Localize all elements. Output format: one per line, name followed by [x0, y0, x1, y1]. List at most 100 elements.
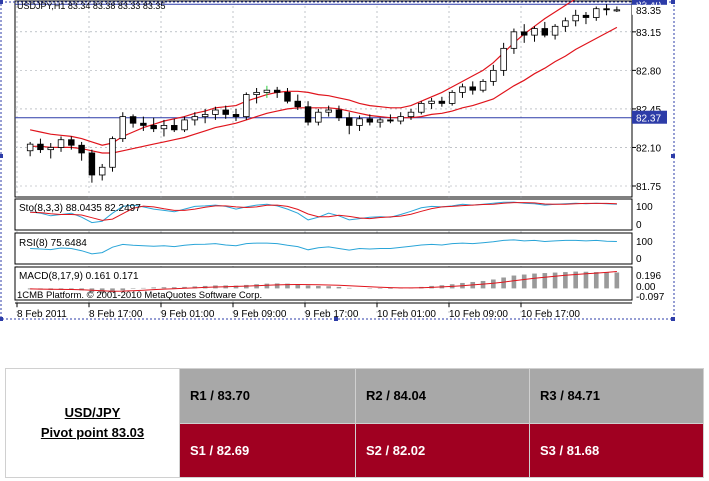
price-tick-label: 81.75: [636, 182, 661, 193]
bearish-candle: [140, 122, 147, 126]
bullish-candle: [448, 91, 456, 104]
time-tick-label: 10 Feb 09:00: [449, 309, 508, 320]
macd-panel-frame: [14, 266, 633, 301]
bullish-candle: [459, 86, 466, 93]
bullish-candle: [479, 80, 487, 91]
rsi-line: [30, 239, 617, 255]
bullish-candle: [418, 103, 425, 113]
bullish-candle: [181, 119, 188, 131]
support-row: S1 / 82.69 S2 / 82.02 S3 / 81.68: [6, 422, 704, 478]
price-tick-label: 83.15: [636, 28, 661, 39]
bullish-candle: [562, 20, 569, 27]
price-tick-label: 82.10: [636, 143, 661, 154]
forex-chart: 83.15 82.80 82.45 82.10 81.75 USDJPY,H1 83.34…: [0, 0, 675, 321]
bearish-candle: [222, 109, 229, 115]
bearish-candle: [294, 100, 301, 108]
bullish-candle: [356, 118, 363, 126]
price-marker-box: [632, 4, 667, 15]
bearish-candle: [88, 152, 96, 176]
bearish-candle: [346, 117, 353, 126]
resistance-2: R2 / 84.04: [355, 368, 530, 424]
rsi-tick: 100: [636, 237, 653, 248]
bearish-candle: [520, 31, 528, 36]
watermark: 1CMB Platform. © 2001-2010 MetaQuotes So…: [17, 290, 262, 301]
chart-title: USDJPY,H1 83.34 83.38 83.33 83.35: [17, 1, 165, 11]
bullish-candle: [119, 116, 127, 140]
macd-tick: 0.00: [636, 282, 656, 293]
upper-band-line: [29, 0, 575, 146]
bearish-candle: [469, 86, 476, 91]
bullish-candle: [212, 109, 219, 115]
chart-canvas: 83.15 82.80 82.45 82.10 81.75 USDJPY,H1 83.34…: [0, 0, 675, 321]
bullish-candle: [160, 125, 168, 130]
support-2: S2 / 82.02: [355, 422, 530, 478]
time-tick-label: 9 Feb 01:00: [161, 309, 215, 320]
stochastic-label: Sto(8,3,3) 88.0435 82.2497: [19, 203, 141, 214]
price-tick-label: 82.80: [636, 66, 661, 77]
bullish-candle: [243, 94, 250, 118]
time-tick-label: 9 Feb 09:00: [233, 309, 287, 320]
bullish-candle: [253, 91, 260, 95]
bullish-candle: [490, 69, 497, 82]
support-1: S1 / 82.69: [179, 422, 356, 478]
bearish-candle: [366, 118, 374, 123]
selection-handle: [671, 154, 675, 158]
price-marker-label: 83.35: [636, 6, 661, 17]
selection-handle: [334, 317, 338, 321]
bearish-candle: [582, 14, 590, 18]
selection-handle: [0, 154, 3, 158]
time-tick-label: 10 Feb 01:00: [377, 309, 436, 320]
bearish-candle: [541, 28, 549, 36]
resistance-row: USD/JPY Pivot point 83.03 R1 / 83.70 R2 …: [5, 368, 704, 478]
resistance-1: R1 / 83.70: [179, 368, 356, 424]
selection-frame: [0, 1, 675, 320]
bearish-candle: [335, 109, 343, 119]
bullish-candle: [315, 111, 322, 123]
bearish-candle: [273, 89, 281, 93]
time-tick-label: 10 Feb 17:00: [521, 309, 580, 320]
bearish-candle: [37, 143, 44, 151]
bearish-candle: [304, 106, 312, 123]
bearish-candle: [284, 91, 291, 102]
bearish-candle: [129, 116, 137, 124]
macd-signal-line: [30, 271, 617, 292]
support-3: S3 / 81.68: [529, 422, 704, 478]
selection-handle: [0, 317, 3, 321]
bullish-candle: [428, 100, 435, 104]
bullish-candle: [26, 143, 34, 152]
selection-handle: [671, 317, 675, 321]
bullish-candle: [57, 139, 65, 148]
bullish-candle: [407, 111, 415, 118]
stochastic-panel-frame: [14, 198, 633, 231]
macd-tick: 0.196: [636, 271, 661, 282]
pivot-point: Pivot point 83.03: [40, 425, 145, 440]
stochastic-tick: 0: [636, 220, 642, 231]
rsi-label: RSI(8) 75.6484: [19, 238, 87, 249]
bullish-candle: [191, 116, 199, 121]
price-tick-label: 82.45: [636, 105, 661, 116]
bearish-candle: [150, 125, 157, 130]
time-tick-label: 8 Feb 17:00: [89, 309, 143, 320]
time-tick-label: 9 Feb 17:00: [305, 309, 359, 320]
rsi-tick: 0: [636, 254, 642, 265]
bullish-candle: [109, 138, 116, 168]
bullish-candle: [47, 147, 54, 151]
rsi-panel-frame: [14, 232, 633, 265]
bullish-candle: [551, 25, 559, 36]
resistance-3: R3 / 84.71: [529, 368, 704, 424]
bearish-candle: [232, 114, 240, 118]
time-tick-label: 8 Feb 2011: [17, 309, 67, 320]
bullish-candle: [201, 114, 209, 118]
pair-cell: USD/JPY Pivot point 83.03: [5, 368, 180, 478]
stochastic-d-line: [30, 202, 617, 221]
bearish-candle: [171, 125, 178, 131]
selection-handle: [0, 0, 3, 4]
price-panel-frame: [14, 0, 633, 198]
moving-average-line: [30, 26, 618, 154]
bullish-candle: [98, 166, 106, 176]
bullish-candle: [376, 119, 384, 123]
bullish-candle: [593, 8, 600, 18]
bearish-candle: [387, 119, 394, 122]
pair-name: USD/JPY: [64, 405, 121, 420]
bearish-candle: [438, 100, 446, 104]
